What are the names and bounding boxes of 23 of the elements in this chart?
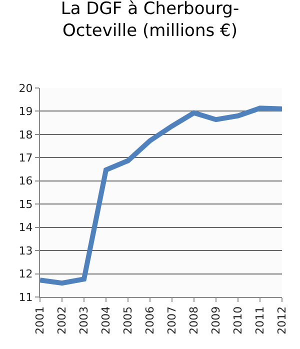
x-tick-label: 2011 xyxy=(254,306,267,334)
y-tick-label: 17 xyxy=(18,152,33,165)
x-tick-label: 2005 xyxy=(122,306,135,334)
y-tick-label: 13 xyxy=(18,244,33,258)
y-tick-label: 20 xyxy=(18,82,33,95)
x-tick-label: 2007 xyxy=(166,306,179,334)
y-tick-label: 19 xyxy=(18,105,33,118)
y-tick-label: 16 xyxy=(18,174,33,188)
x-tick-label: 2002 xyxy=(56,306,69,334)
x-tick-label: 2006 xyxy=(144,306,157,334)
y-tick-label: 15 xyxy=(18,198,33,211)
x-tick-label: 2012 xyxy=(276,306,289,334)
x-tick-label: 2009 xyxy=(210,306,223,334)
x-tick-label: 2003 xyxy=(78,306,91,334)
x-tick-label: 2010 xyxy=(232,306,245,334)
x-tick-label: 2008 xyxy=(188,306,201,334)
x-tick-label: 2004 xyxy=(100,306,113,334)
y-tick-label: 14 xyxy=(18,221,33,234)
y-tick-label: 18 xyxy=(18,128,33,142)
chart-title: La DGF à Cherbourg- Octeville (millions €) xyxy=(60,0,240,42)
x-tick-label: 2001 xyxy=(34,306,47,334)
y-tick-label: 12 xyxy=(18,268,33,281)
y-tick-label: 11 xyxy=(18,290,33,304)
